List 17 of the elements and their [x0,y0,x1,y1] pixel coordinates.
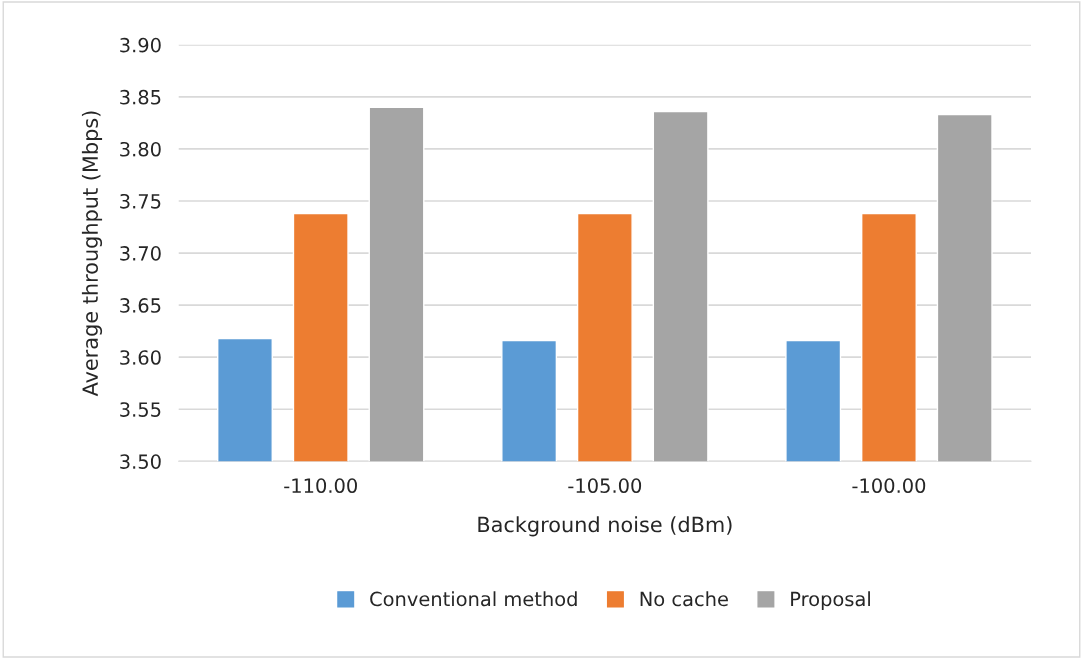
x-tick-label: -110.00 [284,478,357,494]
legend-label: No cache [640,591,728,607]
y-tick-label: 3.75 [120,193,161,209]
y-tick-label: 3.80 [120,141,161,157]
x-tick-label: -100.00 [852,478,926,494]
y-tick-label: 3.70 [120,246,161,261]
legend-label: Proposal [791,591,870,611]
y-tick-label: 3.55 [120,402,161,417]
y-tick-label: 3.85 [120,89,161,105]
y-tick-label: 3.50 [120,454,161,469]
y-axis-title: Average throughput (Mbps) [81,111,103,397]
y-tick-label: 3.60 [120,350,161,365]
legend-label: Conventional method [370,591,577,607]
x-tick-label: -105.00 [568,478,642,494]
y-tick-label: 3.65 [120,298,161,313]
x-axis-title: Background noise (dBm) [478,516,732,537]
y-tick-label: 3.90 [120,37,161,53]
